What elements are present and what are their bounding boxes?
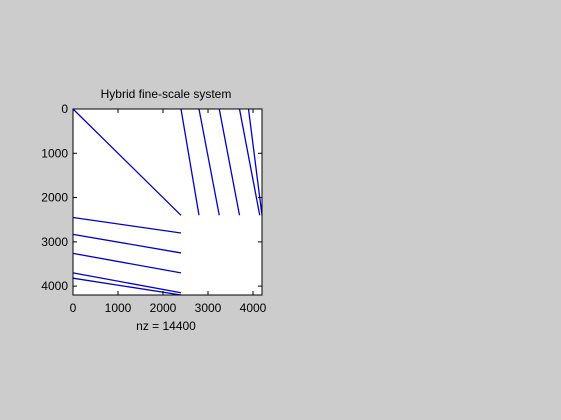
nonzero-band-2: [180, 108, 200, 216]
axes-frame: [72, 108, 263, 296]
x-tick-label: 1000: [105, 301, 132, 315]
x-tick-label: 4000: [240, 301, 267, 315]
nonzero-band-9: [72, 252, 182, 274]
x-tick-label: 3000: [195, 301, 222, 315]
y-tick-label: 3000: [41, 235, 68, 249]
y-tick-label: 4000: [41, 279, 68, 293]
nonzero-band-10: [72, 272, 182, 294]
x-axis-label: nz = 14400: [136, 319, 196, 333]
nonzero-band-7: [72, 216, 182, 234]
nonzero-band-3: [198, 108, 220, 216]
y-tick-label: 0: [61, 102, 68, 116]
y-tick-label: 2000: [41, 191, 68, 205]
x-tick-label: 0: [70, 301, 77, 315]
nonzero-band-5: [238, 108, 261, 216]
x-tick-label: 2000: [150, 301, 177, 315]
nonzero-band-8: [72, 233, 182, 254]
y-axis-ticks: 0 1000 2000 3000 4000: [41, 102, 262, 293]
nonzero-band-4: [218, 108, 241, 216]
nonzero-band-1: [72, 108, 182, 216]
chart-title: Hybrid fine-scale system: [101, 87, 232, 101]
y-tick-label: 1000: [41, 146, 68, 160]
x-axis-ticks: 0 1000 2000 3000 4000: [70, 109, 267, 315]
